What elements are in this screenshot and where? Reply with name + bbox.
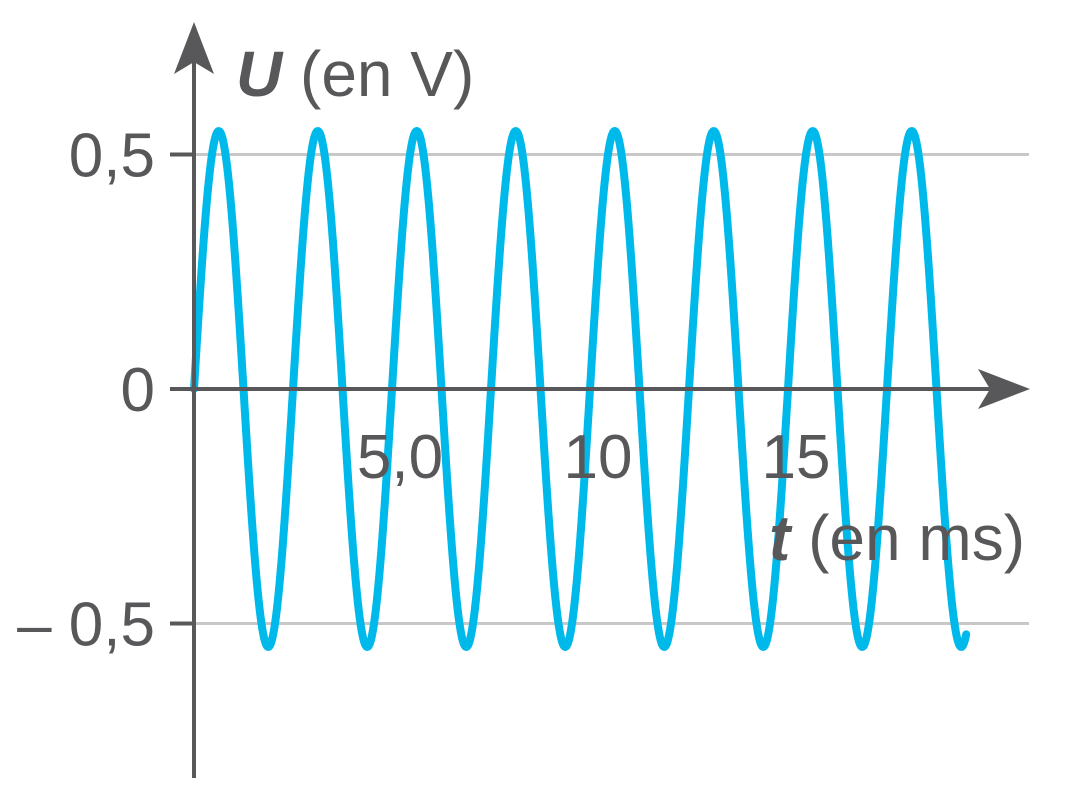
y-axis-label: U (en V) <box>236 38 474 110</box>
x-axis-unit: (en ms) <box>790 502 1025 574</box>
y-tick-label: 0 <box>121 356 155 425</box>
x-tick-label: 5,0 <box>357 423 443 492</box>
y-axis-unit: (en V) <box>282 38 474 110</box>
y-ticks: 0,5 0 – 0,5 <box>17 122 194 660</box>
y-tick-label: – 0,5 <box>17 591 155 660</box>
y-axis-arrow-icon <box>174 22 214 74</box>
axes <box>170 22 1030 778</box>
x-axis-symbol: t <box>769 502 793 574</box>
x-tick-label: 10 <box>564 423 633 492</box>
y-axis-symbol: U <box>236 38 284 110</box>
x-tick-label: 15 <box>762 423 831 492</box>
y-tick-label: 0,5 <box>69 122 155 191</box>
x-axis-label: t (en ms) <box>769 502 1025 574</box>
x-ticks: 5,0 10 15 <box>357 423 831 492</box>
x-axis-arrow-icon <box>978 369 1030 409</box>
